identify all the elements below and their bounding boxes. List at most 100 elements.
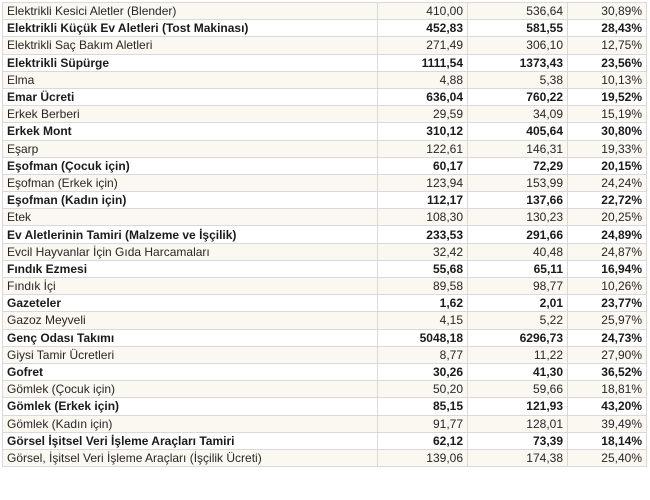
item-name-cell: Eşofman (Erkek için) (2, 173, 378, 193)
value-2-cell: 137,66 (467, 191, 568, 210)
table-row: Ev Aletlerinin Tamiri (Malzeme ve İşçili… (2, 225, 647, 244)
value-1-cell: 4,15 (377, 311, 468, 330)
table-row: Elma 4,88 5,38 10,13% (2, 70, 647, 89)
table-row: Elektrikli Süpürge 1111,54 1373,43 23,56% (2, 53, 647, 72)
value-2-cell: 128,01 (467, 414, 568, 433)
table-row: Gazeteler 1,62 2,01 23,77% (2, 294, 647, 313)
table-row: Genç Odası Takımı 5048,18 6296,73 24,73% (2, 328, 647, 347)
price-table: Elektrikli Kesici Aletler (Blender) 410,0… (2, 1, 647, 468)
table-row: Gazoz Meyveli 4,15 5,22 25,97% (2, 311, 647, 330)
item-name-cell: Elektrikli Saç Bakım Aletleri (2, 36, 378, 55)
change-percent-cell: 24,24% (567, 173, 647, 193)
value-1-cell: 4,88 (377, 70, 468, 89)
value-2-cell: 59,66 (467, 380, 568, 399)
change-percent-cell: 10,26% (567, 276, 647, 296)
item-name-cell: Giysi Tamir Ücretleri (2, 345, 378, 364)
change-percent-cell: 24,89% (567, 225, 647, 244)
value-2-cell: 405,64 (467, 122, 568, 141)
value-2-cell: 146,31 (467, 139, 568, 158)
value-2-cell: 5,22 (467, 311, 568, 330)
item-name-cell: Elma (2, 70, 378, 89)
value-1-cell: 32,42 (377, 242, 468, 261)
change-percent-cell: 23,77% (567, 294, 647, 313)
item-name-cell: Gömlek (Erkek için) (2, 397, 378, 416)
value-2-cell: 11,22 (467, 345, 568, 364)
value-2-cell: 34,09 (467, 105, 568, 124)
item-name-cell: Elektrikli Kesici Aletler (Blender) (2, 1, 378, 21)
value-1-cell: 62,12 (377, 431, 468, 450)
item-name-cell: Ev Aletlerinin Tamiri (Malzeme ve İşçili… (2, 225, 378, 244)
table-row: Fındık İçi 89,58 98,77 10,26% (2, 276, 647, 296)
change-percent-cell: 39,49% (567, 414, 647, 433)
change-percent-cell: 15,19% (567, 105, 647, 124)
value-2-cell: 2,01 (467, 294, 568, 313)
value-2-cell: 291,66 (467, 225, 568, 244)
value-2-cell: 73,39 (467, 431, 568, 450)
table-row: Elektrikli Saç Bakım Aletleri 271,49 306,1… (2, 36, 647, 55)
item-name-cell: Erkek Mont (2, 122, 378, 141)
change-percent-cell: 23,56% (567, 53, 647, 72)
table-row: Görsel, İşitsel Veri İşleme Araçları (İş… (2, 448, 647, 468)
value-2-cell: 760,22 (467, 87, 568, 107)
change-percent-cell: 43,20% (567, 397, 647, 416)
change-percent-cell: 20,25% (567, 208, 647, 227)
change-percent-cell: 25,97% (567, 311, 647, 330)
item-name-cell: Gazeteler (2, 294, 378, 313)
value-1-cell: 8,77 (377, 345, 468, 364)
table-row: Erkek Berberi 29,59 34,09 15,19% (2, 105, 647, 124)
value-1-cell: 310,12 (377, 122, 468, 141)
item-name-cell: Gofret (2, 362, 378, 382)
change-percent-cell: 18,14% (567, 431, 647, 450)
change-percent-cell: 19,33% (567, 139, 647, 158)
value-1-cell: 233,53 (377, 225, 468, 244)
item-name-cell: Gömlek (Çocuk için) (2, 380, 378, 399)
value-2-cell: 40,48 (467, 242, 568, 261)
item-name-cell: Eşarp (2, 139, 378, 158)
item-name-cell: Elektrikli Küçük Ev Aletleri (Tost Makin… (2, 19, 378, 38)
table-row: Eşofman (Erkek için) 123,94 153,99 24,24% (2, 173, 647, 193)
change-percent-cell: 24,87% (567, 242, 647, 261)
item-name-cell: Genç Odası Takımı (2, 328, 378, 347)
change-percent-cell: 10,13% (567, 70, 647, 89)
value-1-cell: 112,17 (377, 191, 468, 210)
value-2-cell: 581,55 (467, 19, 568, 38)
item-name-cell: Görsel, İşitsel Veri İşleme Araçları (İş… (2, 448, 378, 468)
value-2-cell: 65,11 (467, 259, 568, 279)
value-1-cell: 123,94 (377, 173, 468, 193)
price-table-body: Elektrikli Kesici Aletler (Blender) 410,0… (2, 1, 647, 468)
table-row: Evcil Hayvanlar İçin Gıda Harcamaları 32,… (2, 242, 647, 261)
table-row: Erkek Mont 310,12 405,64 30,80% (2, 122, 647, 141)
value-1-cell: 122,61 (377, 139, 468, 158)
value-2-cell: 72,29 (467, 156, 568, 175)
value-1-cell: 452,83 (377, 19, 468, 38)
table-row: Elektrikli Küçük Ev Aletleri (Tost Makin… (2, 19, 647, 38)
table-row: Eşofman (Çocuk için) 60,17 72,29 20,15% (2, 156, 647, 175)
item-name-cell: Görsel İşitsel Veri İşleme Araçları Tami… (2, 431, 378, 450)
table-row: Gömlek (Erkek için) 85,15 121,93 43,20% (2, 397, 647, 416)
value-2-cell: 121,93 (467, 397, 568, 416)
change-percent-cell: 28,43% (567, 19, 647, 38)
item-name-cell: Gömlek (Kadın için) (2, 414, 378, 433)
value-2-cell: 130,23 (467, 208, 568, 227)
change-percent-cell: 16,94% (567, 259, 647, 279)
value-1-cell: 55,68 (377, 259, 468, 279)
value-2-cell: 153,99 (467, 173, 568, 193)
change-percent-cell: 12,75% (567, 36, 647, 55)
change-percent-cell: 30,80% (567, 122, 647, 141)
value-1-cell: 89,58 (377, 276, 468, 296)
change-percent-cell: 20,15% (567, 156, 647, 175)
value-1-cell: 108,30 (377, 208, 468, 227)
value-1-cell: 636,04 (377, 87, 468, 107)
change-percent-cell: 24,73% (567, 328, 647, 347)
table-row: Giysi Tamir Ücretleri 8,77 11,22 27,90% (2, 345, 647, 364)
table-row: Gömlek (Çocuk için) 50,20 59,66 18,81% (2, 380, 647, 399)
item-name-cell: Erkek Berberi (2, 105, 378, 124)
item-name-cell: Gazoz Meyveli (2, 311, 378, 330)
item-name-cell: Eşofman (Çocuk için) (2, 156, 378, 175)
item-name-cell: Eşofman (Kadın için) (2, 191, 378, 210)
change-percent-cell: 30,89% (567, 1, 647, 21)
table-row: Eşofman (Kadın için) 112,17 137,66 22,72% (2, 191, 647, 210)
value-1-cell: 271,49 (377, 36, 468, 55)
table-row: Fındık Ezmesi 55,68 65,11 16,94% (2, 259, 647, 279)
value-1-cell: 85,15 (377, 397, 468, 416)
